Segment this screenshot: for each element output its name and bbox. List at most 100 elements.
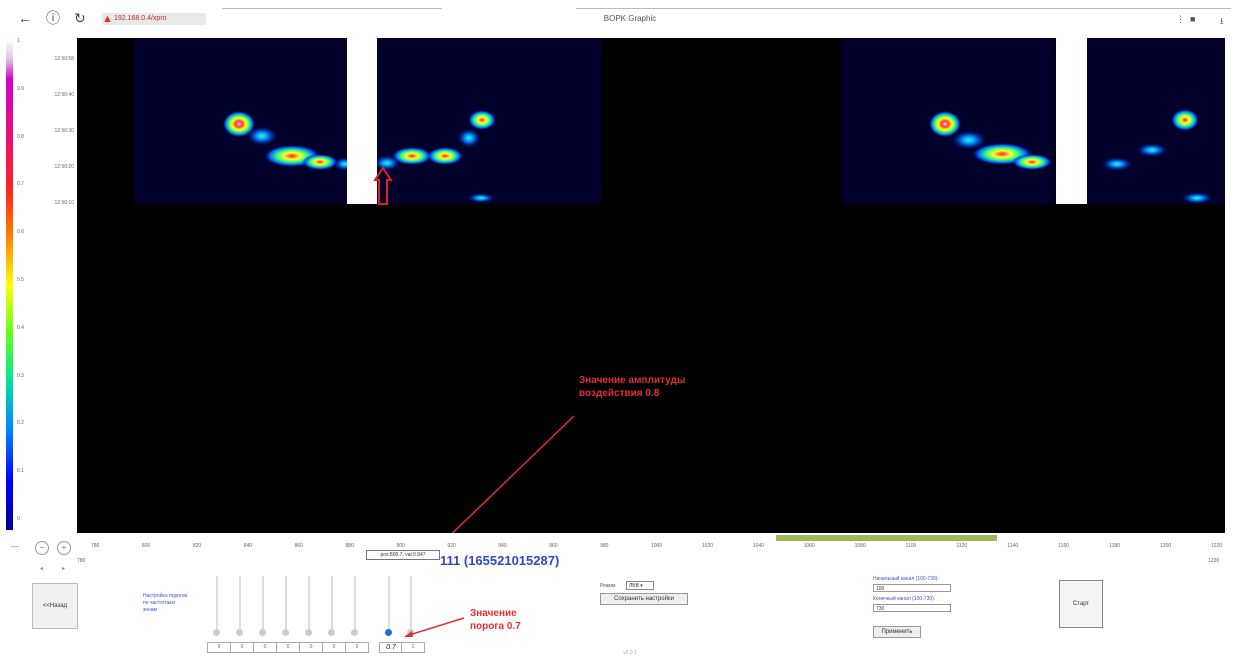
colorbar-tick-label: 0.3 <box>17 372 24 379</box>
slider-value-box[interactable]: 0 <box>322 642 346 653</box>
y-axis-tick-label: 12:50:20 <box>54 164 74 170</box>
slider-knob[interactable] <box>328 629 335 636</box>
x-axis-tick-label: 1020 <box>701 543 714 549</box>
slider-knob[interactable] <box>236 629 243 636</box>
slider-value-box[interactable]: 0 <box>207 642 231 653</box>
slider-track <box>216 576 218 634</box>
heat-blob <box>467 193 495 203</box>
colorbar-tick-label: 0.1 <box>17 468 24 475</box>
threshold-slider[interactable] <box>279 574 293 640</box>
slider-knob[interactable] <box>385 629 392 636</box>
slider-knob[interactable] <box>351 629 358 636</box>
slider-value-box[interactable]: 0 <box>276 642 300 653</box>
download-icon[interactable]: ⭳ <box>1220 16 1224 26</box>
apply-button[interactable]: Применить <box>873 626 921 638</box>
heat-blob <box>392 147 432 165</box>
x-axis-tick-label: 940 <box>498 543 507 549</box>
threshold-slider[interactable] <box>325 574 339 640</box>
x-axis-tick-label: 1140 <box>1007 543 1019 549</box>
x-axis-tick-label: 1200 <box>1160 543 1172 549</box>
x-axis-tick-label: 1100 <box>905 543 917 549</box>
x-axis-tick-label: 800 <box>141 543 151 549</box>
extension-icon[interactable]: ■ <box>1190 14 1196 24</box>
x-axis-tick-label: 920 <box>447 543 456 549</box>
selected-range-bar[interactable] <box>776 535 997 541</box>
colorbar-tick-label: 0.2 <box>17 420 24 427</box>
reload-icon[interactable]: ↻ <box>74 10 86 26</box>
save-settings-button[interactable]: Сохранить настройки <box>600 593 688 605</box>
zoom-out-icon[interactable]: − <box>35 541 49 555</box>
colorbar-tick-label: 0.5 <box>17 277 24 283</box>
zoom-reset-icon[interactable]: — <box>11 542 19 551</box>
slider-knob[interactable] <box>213 629 220 636</box>
start-channel-label: Начальный канал (100-730): <box>873 576 939 582</box>
slider-knob[interactable] <box>282 629 289 636</box>
x-axis: 780 800 820 840 860 880 900 920 940 960 980 1000 102… <box>77 536 1225 556</box>
x-axis-tick-label: 780 <box>91 543 100 549</box>
address-bar[interactable] <box>102 13 206 25</box>
x-axis-tick-label: 900 <box>396 543 405 549</box>
end-channel-label: Конечный канал (100-730): <box>873 596 936 602</box>
heat-blob <box>457 128 481 148</box>
x-axis-tick-label: 1040 <box>752 543 764 549</box>
slider-value-box[interactable]: 0 <box>299 642 323 653</box>
cursor-tooltip: pos:800.7, val:0.847 <box>366 550 440 560</box>
y-axis-tick-label: 12:50:30 <box>54 128 74 134</box>
threshold-slider[interactable] <box>210 574 224 640</box>
start-channel-input[interactable]: 100 <box>873 584 951 592</box>
position-value: 111 (165521015287) <box>440 553 560 568</box>
x-axis-left-label: 780 <box>77 558 86 564</box>
slider-track <box>388 576 390 634</box>
heat-blob <box>302 154 338 170</box>
colorbar-tick-label: 0.8 <box>17 133 24 140</box>
threshold-slider[interactable] <box>348 574 362 640</box>
color-scale-bar <box>6 40 13 530</box>
slider-value-box[interactable]: 0 <box>253 642 277 653</box>
heat-blob <box>468 110 496 130</box>
thresholds-caption: Настройка порогов по частотным зонам <box>143 593 188 613</box>
colorbar-tick-label: 0.9 <box>17 85 24 92</box>
y-axis-tick-label: 12:50:58 <box>54 56 74 62</box>
slider-value-box[interactable]: 0 <box>230 642 254 653</box>
back-button[interactable]: <<Назад <box>32 583 78 629</box>
next-icon[interactable]: ▸ <box>62 566 66 572</box>
heat-blob <box>223 111 255 137</box>
x-axis-tick-label: 880 <box>345 543 354 549</box>
heat-blob <box>246 126 278 146</box>
menu-dots-icon[interactable]: ⋮ <box>1176 14 1185 24</box>
heat-blob <box>951 130 987 150</box>
colorbar-tick-label: 0.6 <box>17 229 24 236</box>
threshold-slider[interactable] <box>256 574 270 640</box>
slider-knob[interactable] <box>305 629 312 636</box>
end-channel-input[interactable]: 730 <box>873 604 951 612</box>
threshold-slider[interactable] <box>302 574 316 640</box>
regime-select[interactable]: ЛБВ ▾ <box>626 581 654 590</box>
x-axis-tick-label: 1120 <box>956 543 968 549</box>
heat-blob <box>1012 154 1052 170</box>
zoom-in-icon[interactable]: + <box>57 541 71 555</box>
spectrogram-plot[interactable]: Значение амплитуды воздействия 0.8 <box>77 38 1225 533</box>
window-title: BOPK Graphic <box>603 14 657 23</box>
slider-knob[interactable] <box>259 629 266 636</box>
slider-value-box[interactable]: 1 <box>401 642 425 653</box>
prev-icon[interactable]: ◂ <box>40 566 44 572</box>
threshold-slider[interactable] <box>233 574 247 640</box>
threshold-slider[interactable] <box>382 574 396 640</box>
slider-value-box[interactable]: 0.7 <box>379 642 403 653</box>
threshold-arrow-svg <box>404 617 465 637</box>
y-axis-tick-label: 12:50:40 <box>54 92 74 98</box>
slider-value-box[interactable]: 0 <box>345 642 369 653</box>
data-gap <box>347 38 377 204</box>
x-axis-tick-label: 1220 <box>1211 543 1223 549</box>
heat-blob <box>427 147 463 165</box>
data-gap <box>1056 38 1087 204</box>
x-axis-right-label: 1230 <box>1208 558 1220 564</box>
slider-track <box>308 576 310 634</box>
x-axis-tick-label: 1180 <box>1109 543 1120 549</box>
version-footer: v0.0.1 <box>623 650 637 656</box>
start-button[interactable]: Старт <box>1059 580 1103 628</box>
colorbar-tick-label: 0 <box>17 516 20 522</box>
regime-value: ЛБВ <box>629 583 639 589</box>
info-icon[interactable]: ⓘ <box>46 10 60 26</box>
back-arrow-icon[interactable]: ← <box>18 10 32 26</box>
